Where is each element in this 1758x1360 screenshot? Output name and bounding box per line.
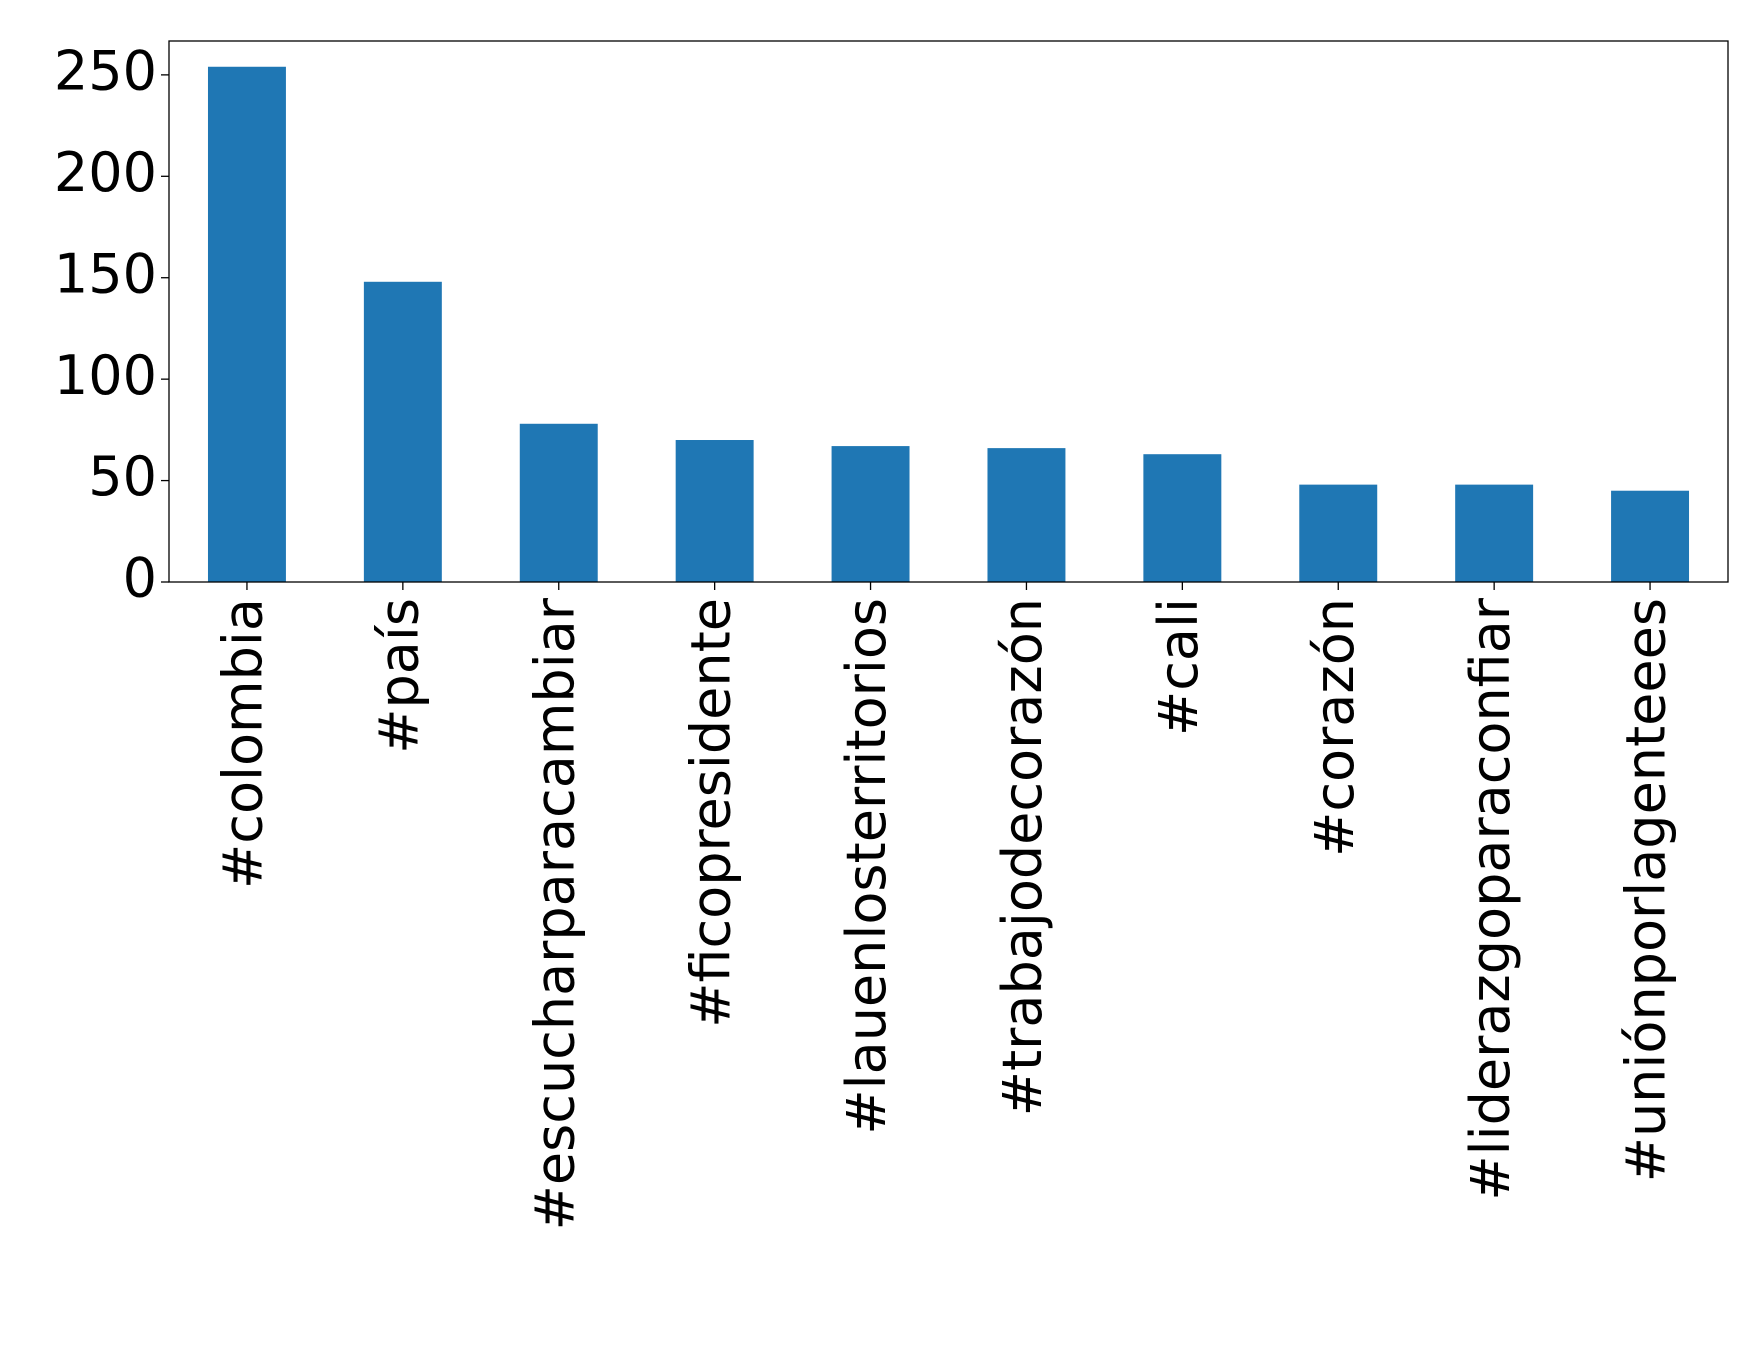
x-tick-label: #lauenlosterritorios xyxy=(835,598,898,1135)
y-tick-label: 250 xyxy=(54,40,157,103)
x-tick-label: #colombia xyxy=(212,598,275,889)
x-tick-label: #liderazgoparaconfiar xyxy=(1459,597,1522,1200)
bar xyxy=(1611,490,1690,582)
x-tick-label: #cali xyxy=(1147,598,1210,736)
bar xyxy=(1455,484,1534,582)
bar xyxy=(1299,484,1378,582)
y-tick-label: 50 xyxy=(88,445,157,508)
y-tick-label: 200 xyxy=(54,141,157,204)
x-tick-label: #país xyxy=(367,598,430,754)
bar xyxy=(831,446,910,582)
x-tick-label: #trabajodecorazón xyxy=(991,598,1054,1116)
plot-frame xyxy=(168,40,1729,583)
y-tick-label: 150 xyxy=(54,242,157,305)
y-tick-label: 0 xyxy=(123,547,157,610)
x-tick-label: #escucharparacambiar xyxy=(523,597,586,1230)
x-tick-label: #uniónporlagenteees xyxy=(1615,598,1678,1182)
x-tick-label: #ficopresidente xyxy=(679,598,742,1028)
bar xyxy=(987,448,1066,582)
bar xyxy=(675,440,754,582)
y-tick-label: 100 xyxy=(54,344,157,407)
x-tick-label: #corazón xyxy=(1303,598,1366,857)
bar xyxy=(207,66,286,582)
bar xyxy=(519,423,598,582)
bar xyxy=(1143,454,1222,582)
bar xyxy=(363,281,442,582)
